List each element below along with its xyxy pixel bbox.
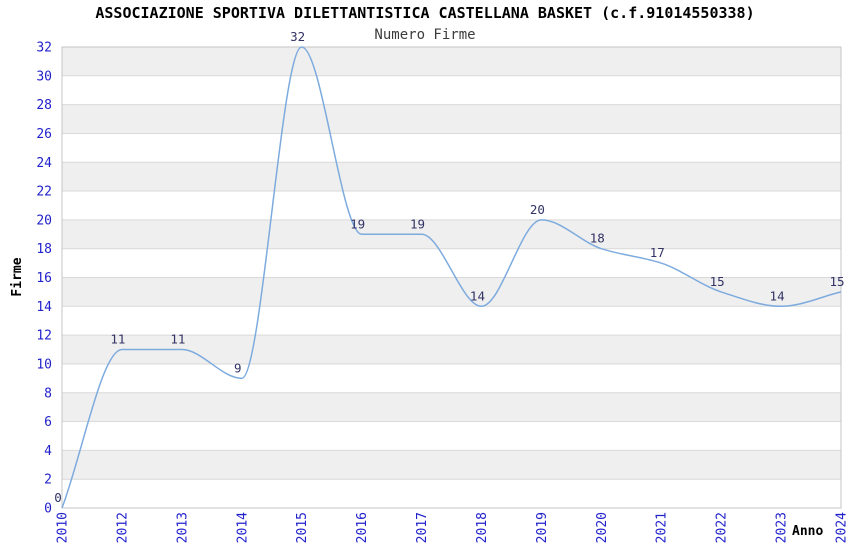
x-tick-label: 2016	[355, 512, 370, 543]
x-tick-label: 2018	[475, 512, 490, 543]
data-label: 32	[290, 29, 305, 44]
y-tick-label: 4	[44, 444, 52, 459]
y-tick-label: 18	[36, 242, 52, 257]
data-label: 14	[770, 288, 785, 303]
x-tick-label: 2023	[775, 512, 790, 543]
data-label: 18	[590, 231, 605, 246]
x-tick-label: 2012	[115, 512, 130, 543]
plot-border	[61, 46, 842, 509]
plot-band	[62, 104, 841, 134]
data-label: 15	[710, 274, 725, 289]
plot-band	[62, 392, 841, 422]
data-label: 20	[530, 202, 545, 217]
x-tick-label: 2014	[235, 512, 250, 543]
x-tick-label: 2021	[655, 512, 670, 543]
x-tick-label: 2022	[715, 512, 730, 543]
y-tick-label: 8	[44, 386, 52, 401]
y-tick-label: 16	[36, 271, 52, 286]
y-tick-label: 30	[36, 69, 52, 84]
plot-band	[62, 47, 841, 76]
y-tick-label: 32	[36, 41, 52, 56]
chart-subtitle: Numero Firme	[374, 27, 476, 43]
data-label: 11	[170, 332, 185, 347]
y-axis-title: Firme	[10, 257, 26, 297]
data-label: 9	[234, 360, 242, 375]
plot-band	[62, 335, 841, 364]
data-label: 19	[350, 216, 365, 231]
y-tick-label: 22	[36, 185, 52, 200]
y-tick-label: 2	[44, 473, 52, 488]
y-tick-label: 6	[44, 415, 52, 430]
plot-band	[62, 277, 841, 307]
x-tick-label: 2010	[56, 512, 71, 543]
chart-title: ASSOCIAZIONE SPORTIVA DILETTANTISTICA CA…	[95, 4, 755, 22]
y-tick-label: 26	[36, 127, 52, 142]
plot-band	[62, 162, 841, 192]
data-label: 19	[410, 216, 425, 231]
y-tick-label: 10	[36, 357, 52, 372]
y-tick-label: 28	[36, 98, 52, 113]
data-label: 17	[650, 245, 665, 260]
y-tick-label: 14	[36, 300, 52, 315]
x-tick-label: 2019	[535, 512, 550, 543]
y-tick-label: 12	[36, 329, 52, 344]
y-tick-label: 0	[44, 502, 52, 517]
data-label: 11	[110, 332, 125, 347]
y-tick-label: 24	[36, 156, 52, 171]
data-label: 14	[470, 288, 485, 303]
data-label: 15	[829, 274, 844, 289]
x-tick-label: 2015	[295, 512, 310, 543]
series-line	[61, 46, 842, 509]
x-tick-label: 2024	[835, 512, 850, 543]
x-tick-label: 2017	[415, 512, 430, 543]
plot-band	[62, 219, 841, 249]
y-tick-label: 20	[36, 213, 52, 228]
plot-band	[62, 450, 841, 480]
x-tick-label: 2013	[175, 512, 190, 543]
x-tick-label: 2020	[595, 512, 610, 543]
data-label: 0	[54, 490, 62, 505]
x-axis-title: Anno	[792, 524, 824, 539]
